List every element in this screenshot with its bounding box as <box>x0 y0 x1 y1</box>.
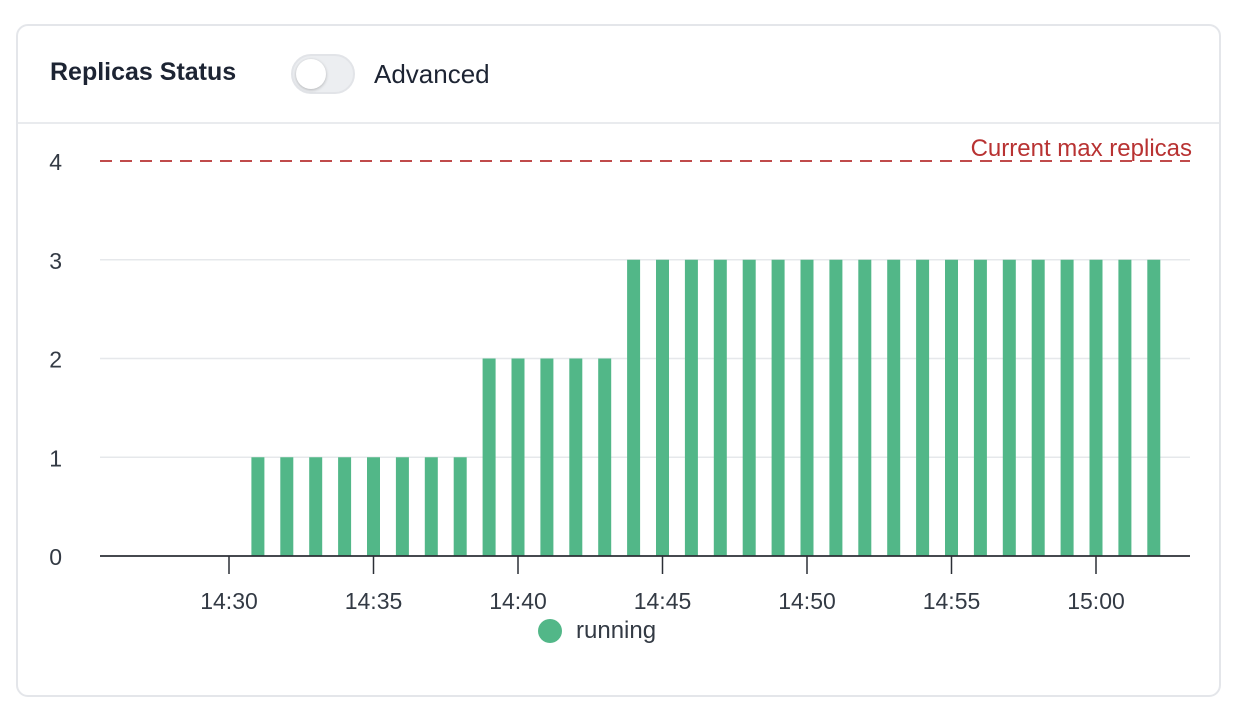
y-tick-label-1: 1 <box>49 445 62 471</box>
max-replicas-label: Current max replicas <box>971 135 1192 162</box>
chart-legend: running <box>538 617 656 645</box>
bar-1457 <box>1002 259 1016 556</box>
bar-1448 <box>742 259 756 556</box>
y-tick-label-3: 3 <box>49 248 62 274</box>
bar-1452 <box>858 259 872 556</box>
card-header: Replicas Status Advanced <box>18 26 1219 124</box>
bar-1442 <box>569 358 583 556</box>
bar-1458 <box>1031 259 1045 556</box>
bar-1434 <box>338 457 352 556</box>
card-title: Replicas Status <box>50 58 237 86</box>
bar-1500 <box>1089 259 1103 556</box>
x-tick-label-1455: 14:55 <box>923 588 981 614</box>
y-tick-label-0: 0 <box>49 544 62 570</box>
bar-1441 <box>540 358 554 556</box>
bar-1459 <box>1060 259 1074 556</box>
bar-1453 <box>887 259 901 556</box>
bar-1443 <box>598 358 612 556</box>
bar-1438 <box>453 457 467 556</box>
x-tick-label-1445: 14:45 <box>634 588 692 614</box>
x-tick-label-1435: 14:35 <box>345 588 403 614</box>
bar-1449 <box>771 259 785 556</box>
x-tick-label-1500: 15:00 <box>1067 588 1125 614</box>
bar-1502 <box>1147 259 1161 556</box>
x-tick-label-1440: 14:40 <box>489 588 547 614</box>
x-tick-label-1450: 14:50 <box>778 588 836 614</box>
legend-label-running: running <box>576 617 657 644</box>
bar-1444 <box>627 259 641 556</box>
bar-1445 <box>656 259 669 556</box>
bar-1447 <box>713 259 727 556</box>
advanced-toggle-label: Advanced <box>374 59 490 89</box>
legend-swatch-running <box>538 619 562 643</box>
y-tick-label-4: 4 <box>49 149 62 175</box>
y-tick-label-2: 2 <box>49 347 62 373</box>
bar-1451 <box>829 259 843 556</box>
bar-1437 <box>424 457 438 556</box>
bar-1446 <box>684 259 698 556</box>
bar-1435 <box>367 457 380 556</box>
bar-1456 <box>973 259 987 556</box>
bar-1440 <box>511 358 525 556</box>
bar-1432 <box>280 457 294 556</box>
advanced-toggle[interactable] <box>291 54 355 94</box>
bar-1450 <box>800 259 814 556</box>
bar-1455 <box>945 259 958 556</box>
bar-1454 <box>916 259 930 556</box>
bar-1439 <box>482 358 496 556</box>
toggle-knob <box>296 59 326 89</box>
replicas-status-card: Replicas Status Advanced <box>16 24 1221 697</box>
bar-1501 <box>1118 259 1132 556</box>
x-tick-label-1430: 14:30 <box>200 588 258 614</box>
bar-1436 <box>395 457 409 556</box>
bar-1433 <box>309 457 323 556</box>
bar-1431 <box>251 457 265 556</box>
